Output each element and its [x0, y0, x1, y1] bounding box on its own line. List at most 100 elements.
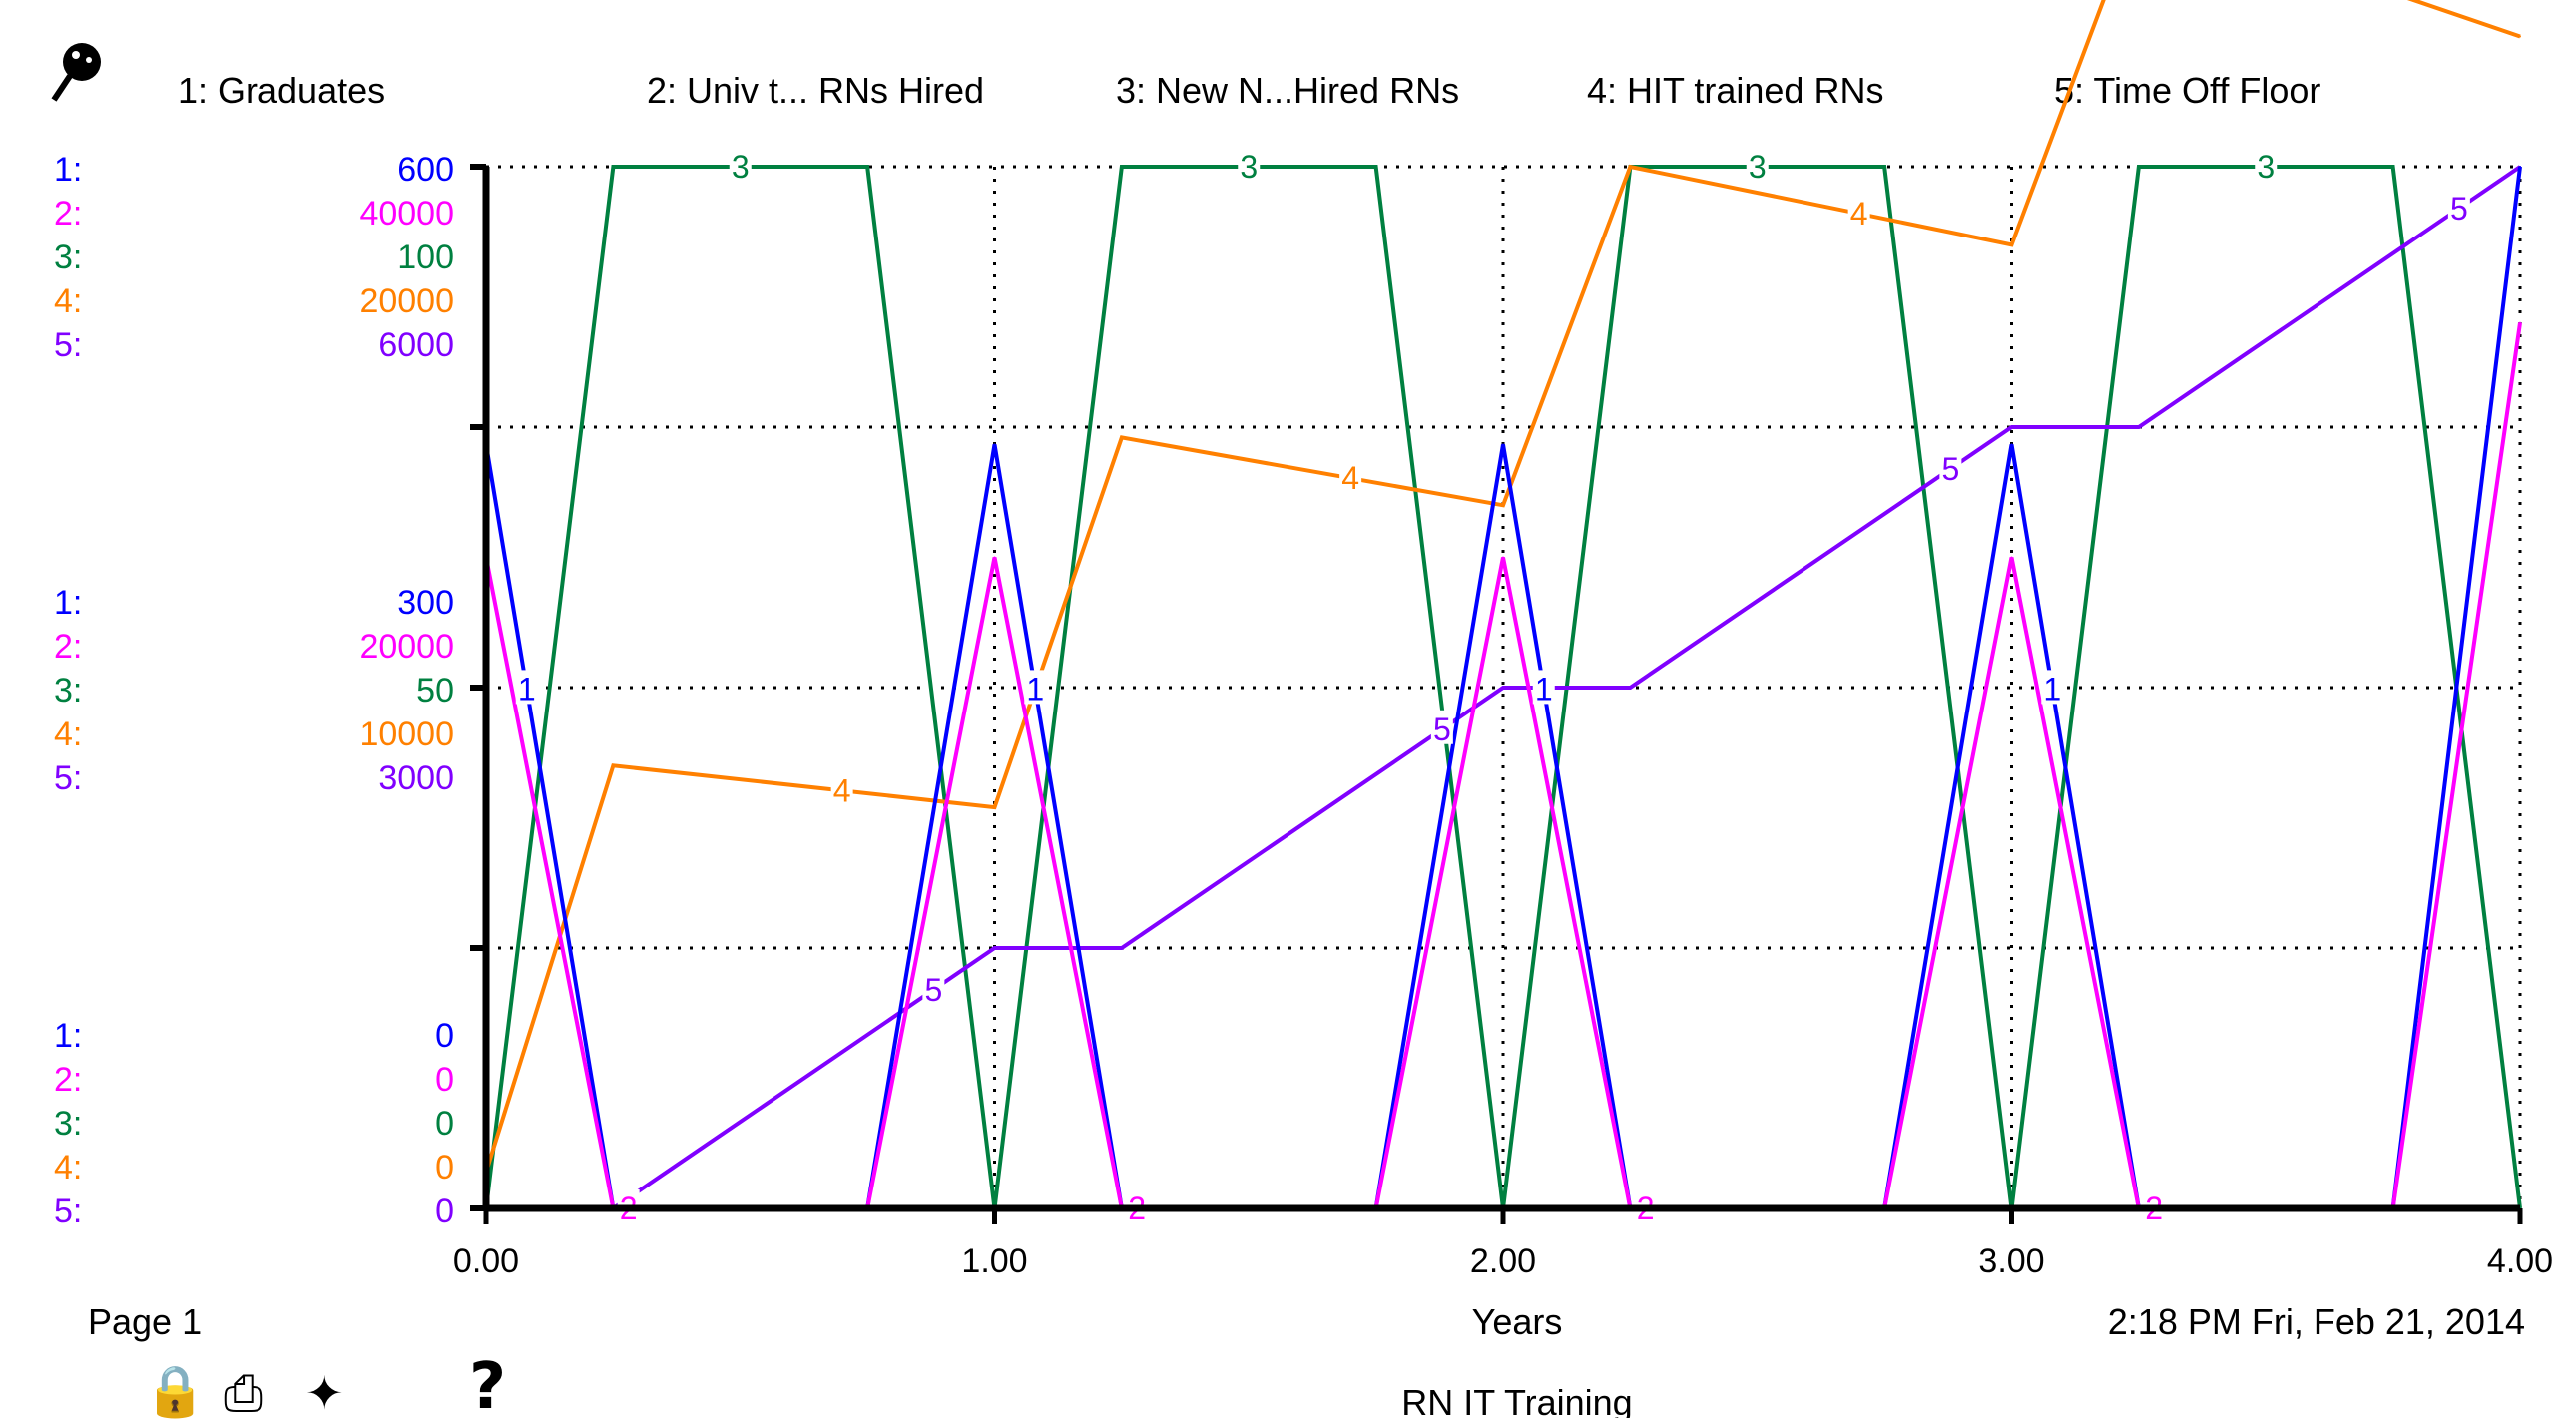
legend-item-4[interactable]: 4: HIT trained RNs [1587, 70, 1883, 111]
scale-value: 0 [435, 1017, 454, 1055]
scale-value: 10000 [359, 715, 454, 753]
data-point-series-4 [612, 764, 615, 767]
scale-index: 4: [54, 1149, 82, 1187]
scale-value: 0 [435, 1061, 454, 1099]
timestamp: 2:18 PM Fri, Feb 21, 2014 [2108, 1301, 2525, 1342]
data-point-series-3 [866, 166, 869, 168]
data-point-series-4 [993, 806, 996, 809]
scale-index: 4: [54, 282, 82, 320]
series-label-5: 5 [1941, 451, 1959, 487]
legend-item-1[interactable]: 1: Graduates [178, 70, 385, 111]
x-ticks: 0.00 1.00 2.00 3.00 4.00 [453, 164, 2553, 1280]
series-label-bg [1939, 449, 1962, 484]
scale-index: 4: [54, 715, 82, 753]
x-axis-title: Years [1472, 1301, 1563, 1342]
data-point-series-5 [1629, 687, 1632, 689]
scale-value: 0 [435, 1192, 454, 1230]
print-icon-glyph: ⎙ [224, 1364, 263, 1422]
series-label-bg [729, 148, 752, 182]
series-label-bg [1430, 710, 1453, 744]
scale-index: 1: [54, 1017, 82, 1055]
data-point-series-5 [2137, 426, 2140, 428]
lock-icon[interactable]: 🔒 [144, 1365, 206, 1418]
scale-index: 2: [54, 628, 82, 666]
data-point-series-2 [1502, 556, 1504, 559]
chart-title: RN IT Training [1401, 1382, 1632, 1418]
data-point-series-1 [2010, 443, 2013, 446]
series-label-bg [2041, 670, 2064, 705]
data-point-series-4 [1120, 436, 1123, 439]
x-tick-label: 2.00 [1470, 1242, 1536, 1280]
series-label-bg [922, 970, 945, 1005]
scale-index: 5: [54, 1192, 82, 1230]
data-point-series-5 [2010, 426, 2013, 428]
series-label-1: 1 [518, 671, 536, 707]
series-label-bg [1532, 670, 1555, 705]
series-label-bg [2447, 189, 2470, 224]
data-point-series-2 [2519, 321, 2521, 324]
data-point-series-1 [1502, 443, 1504, 446]
legend-item-5[interactable]: 5: Time Off Floor [2054, 70, 2320, 111]
page-label: Page 1 [88, 1301, 202, 1342]
x-tick-label: 1.00 [961, 1242, 1027, 1280]
series-label-4: 4 [1850, 196, 1868, 232]
data-point-series-4 [2010, 243, 2013, 246]
legend-pin-icon[interactable] [51, 43, 101, 102]
magic-wand-icon[interactable]: ✦ [305, 1369, 344, 1418]
data-point-series-3 [612, 166, 615, 168]
scale-value: 0 [435, 1149, 454, 1187]
series-label-bg [1339, 459, 1362, 494]
x-tick-label: 0.00 [453, 1242, 519, 1280]
series-label-3: 3 [732, 149, 750, 185]
help-button[interactable]: ? [469, 1355, 506, 1419]
data-point-series-4 [1629, 166, 1632, 168]
lock-icon-glyph: 🔒 [144, 1362, 207, 1420]
scale-index: 5: [54, 759, 82, 797]
print-icon[interactable]: ⎙ [224, 1368, 263, 1418]
series-label-bg [1746, 148, 1769, 182]
series-label-bg [1847, 194, 1870, 229]
data-point-series-5 [1120, 947, 1123, 949]
scale-value: 50 [416, 672, 454, 710]
scale-value: 600 [397, 151, 454, 189]
legend-item-3[interactable]: 3: New N...Hired RNs [1116, 70, 1459, 111]
scale-value: 6000 [378, 326, 454, 364]
scale-value: 20000 [359, 628, 454, 666]
help-icon: ? [469, 1350, 507, 1424]
series-label-bg [830, 771, 853, 806]
legend-item-2[interactable]: 2: Univ t... RNs Hired [647, 70, 984, 111]
data-point-series-3 [1374, 166, 1377, 168]
data-point-series-5 [993, 947, 996, 949]
scale-value: 40000 [359, 195, 454, 233]
series-label-5: 5 [2450, 191, 2468, 227]
data-point-series-5 [1502, 687, 1504, 689]
scale-index: 3: [54, 1105, 82, 1143]
scale-value: 300 [397, 584, 454, 622]
series-label-1: 1 [2043, 671, 2061, 707]
series-label-5: 5 [1433, 712, 1451, 747]
series-label-1: 1 [1026, 671, 1044, 707]
x-tick-label: 4.00 [2487, 1242, 2553, 1280]
series-label-3: 3 [1749, 149, 1767, 185]
scale-index: 2: [54, 1061, 82, 1099]
series-label-bg [515, 670, 538, 705]
series-label-bg [1024, 670, 1047, 705]
data-point-series-3 [2137, 166, 2140, 168]
x-tick-label: 3.00 [1978, 1242, 2044, 1280]
series-label-4: 4 [1341, 460, 1359, 496]
data-point-series-2 [993, 556, 996, 559]
scale-index: 3: [54, 238, 82, 276]
series-label-1: 1 [1535, 671, 1553, 707]
series-label-bg [1238, 148, 1261, 182]
scale-value: 100 [397, 238, 454, 276]
data-point-series-1 [2519, 166, 2521, 168]
data-point-series-1 [993, 443, 996, 446]
data-point-series-3 [1120, 166, 1123, 168]
scale-index: 3: [54, 672, 82, 710]
series-label-4: 4 [833, 772, 851, 808]
data-point-series-3 [1883, 166, 1886, 168]
scale-index: 2: [54, 195, 82, 233]
magic-wand-icon-glyph: ✦ [305, 1366, 344, 1420]
